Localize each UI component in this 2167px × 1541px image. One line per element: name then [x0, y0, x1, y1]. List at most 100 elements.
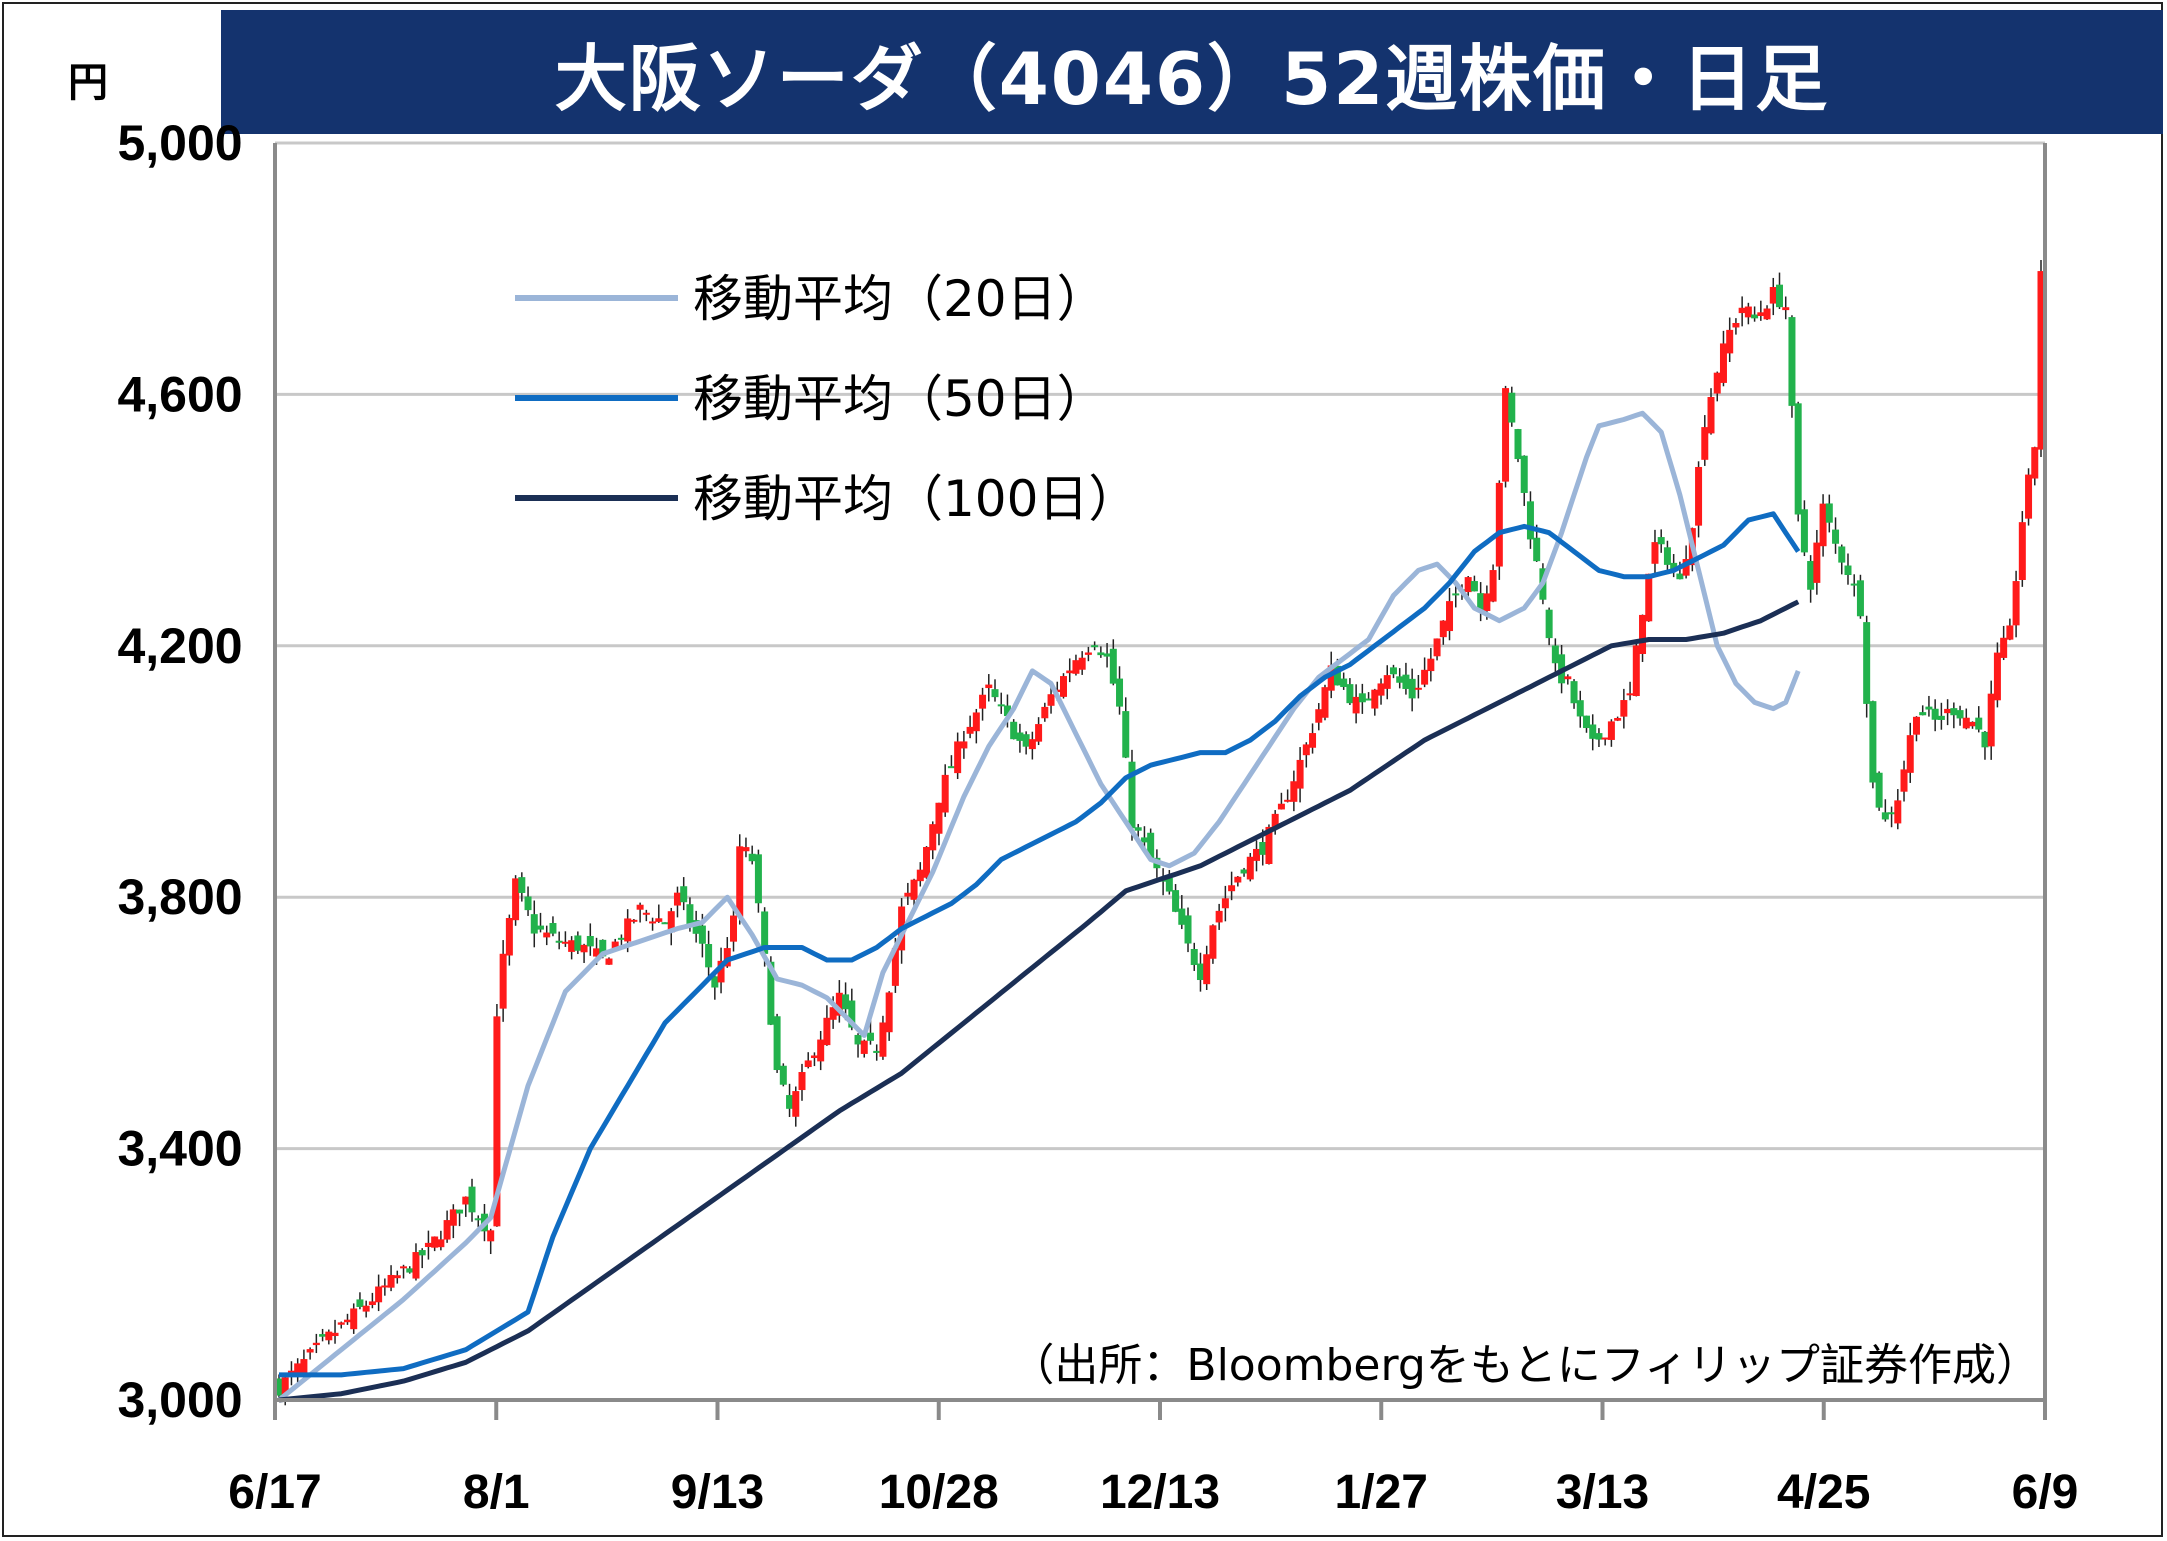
candle-up: [1894, 800, 1902, 824]
x-tick-labels: 6/17 8/1 9/13 10/28 12/13 1/27 3/13 4/25 6/9: [228, 1466, 2078, 1519]
candle-down: [711, 976, 719, 988]
candle-up: [904, 892, 912, 897]
candle-up: [1059, 676, 1067, 697]
candle-up: [1352, 696, 1360, 714]
candle-up: [412, 1252, 420, 1279]
y-axis-unit-label: 円: [68, 60, 108, 106]
candle-down: [1003, 705, 1011, 717]
candle-down: [1788, 317, 1796, 406]
candle-down: [1800, 509, 1808, 553]
y-tick-label: 4,200: [117, 618, 242, 674]
y-tick-label: 3,400: [117, 1121, 242, 1177]
candle-up: [512, 878, 520, 921]
candle-up: [804, 1060, 812, 1068]
candle-up: [1296, 759, 1304, 789]
candle-down: [873, 1050, 881, 1053]
candle-up: [1713, 372, 1721, 394]
candle-up: [891, 948, 899, 986]
candle-up: [1900, 769, 1908, 792]
candle-up: [312, 1342, 320, 1346]
candle-up: [1203, 954, 1211, 985]
legend: 移動平均（20日） 移動平均（50日） 移動平均（100日）: [515, 270, 1138, 528]
candle-down: [1389, 667, 1397, 675]
candle-down: [947, 766, 955, 769]
candle-down: [356, 1299, 364, 1307]
candle-up: [2025, 474, 2033, 519]
candle-up: [337, 1322, 345, 1325]
y-tick-labels: 3,000 3,400 3,800 4,200 4,600 5,000: [117, 115, 242, 1428]
candle-up: [400, 1266, 408, 1269]
candle-down: [1134, 827, 1142, 831]
candle-down: [474, 1218, 482, 1221]
candle-down: [1526, 501, 1534, 540]
candle-up: [1962, 717, 1970, 729]
candle-down: [524, 896, 532, 911]
candle-down: [1657, 537, 1665, 545]
candle-up: [1047, 694, 1055, 706]
candle-up: [829, 1007, 837, 1020]
candle-up: [1321, 687, 1329, 718]
candle-down: [1116, 678, 1124, 707]
candle-up: [2018, 522, 2026, 580]
candle-down: [1975, 717, 1983, 730]
candle-up: [910, 879, 918, 900]
candle-up: [1265, 826, 1273, 864]
candle-up: [624, 918, 632, 942]
candle-up: [1564, 676, 1572, 680]
candle-up: [2006, 625, 2014, 640]
candle-down: [1402, 674, 1410, 689]
candle-up: [1371, 689, 1379, 709]
candle-up: [1651, 542, 1659, 564]
candle-up: [742, 847, 750, 852]
candle-down: [1346, 684, 1354, 704]
candle-down: [854, 1034, 862, 1045]
candle-up: [1277, 803, 1285, 810]
candle-up: [568, 940, 576, 952]
candle-up: [350, 1308, 358, 1330]
candle-down: [1925, 706, 1933, 710]
candle-up: [1763, 308, 1771, 320]
candle-down: [617, 937, 625, 940]
x-tick-label: 10/28: [879, 1466, 999, 1519]
candle-down: [1470, 581, 1478, 592]
candle-up: [1614, 717, 1622, 721]
candle-down: [1184, 915, 1192, 944]
candle-up: [1502, 388, 1510, 482]
candle-down: [1165, 877, 1173, 892]
candle-down: [686, 904, 694, 925]
legend-label-ma50: 移動平均（50日）: [693, 370, 1107, 428]
candle-down: [1869, 701, 1877, 783]
candle-down: [1545, 609, 1553, 639]
candle-down: [1147, 832, 1155, 859]
candle-down: [536, 925, 544, 930]
candle-up: [331, 1332, 339, 1337]
candle-down: [786, 1095, 794, 1109]
candle-down: [1010, 721, 1018, 740]
candle-up: [1719, 343, 1727, 383]
candle-down: [456, 1209, 464, 1214]
x-tick-label: 8/1: [463, 1466, 530, 1519]
candle-up: [1645, 573, 1653, 622]
candle-down: [1259, 842, 1267, 855]
candle-down: [1172, 890, 1180, 912]
candle-down: [1881, 812, 1889, 820]
candle-down: [1016, 732, 1024, 741]
candle-down: [574, 935, 582, 951]
candle-up: [306, 1349, 314, 1353]
candle-up: [1284, 799, 1292, 802]
moving-average-lines: [277, 410, 1801, 1403]
candle-up: [2000, 637, 2008, 658]
candle-down: [1196, 963, 1204, 981]
candle-up: [736, 846, 744, 917]
y-tick-label: 5,000: [117, 115, 242, 171]
candle-down: [842, 994, 850, 1010]
candle-up: [916, 869, 924, 882]
candle-up: [1253, 848, 1261, 861]
candle-up: [2012, 581, 2020, 626]
candle-down: [1844, 565, 1852, 576]
candle-up: [1028, 739, 1036, 750]
candle-up: [885, 992, 893, 1033]
candle-up: [1682, 559, 1690, 576]
candle-down: [754, 854, 762, 904]
candle-down: [661, 922, 669, 925]
